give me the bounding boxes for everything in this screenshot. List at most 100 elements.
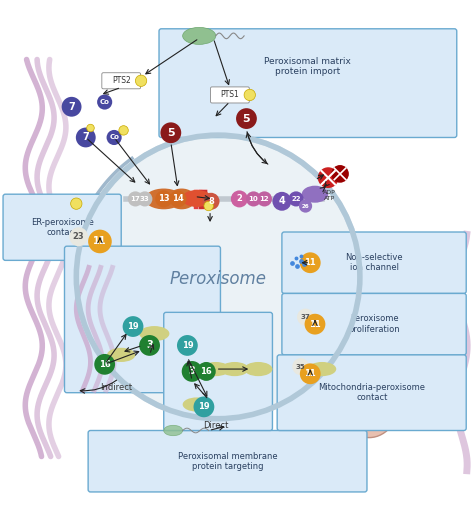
Circle shape — [69, 227, 88, 246]
Text: ER-peroxisome
contact: ER-peroxisome contact — [31, 218, 93, 237]
Circle shape — [137, 191, 153, 206]
Circle shape — [202, 193, 219, 210]
Text: ATP: ATP — [324, 197, 335, 201]
Ellipse shape — [182, 190, 212, 207]
Circle shape — [305, 314, 325, 334]
Ellipse shape — [139, 326, 169, 341]
Text: 7: 7 — [68, 102, 75, 112]
Circle shape — [87, 124, 94, 132]
Text: 17: 17 — [130, 196, 140, 202]
Ellipse shape — [201, 362, 230, 376]
Ellipse shape — [182, 27, 216, 44]
Circle shape — [160, 122, 181, 143]
Text: 11: 11 — [93, 236, 107, 247]
Text: 3: 3 — [189, 366, 195, 377]
Text: 23: 23 — [73, 232, 84, 241]
FancyBboxPatch shape — [88, 430, 367, 492]
Text: PTS1: PTS1 — [220, 90, 239, 100]
Circle shape — [289, 191, 304, 206]
Circle shape — [177, 335, 198, 356]
Circle shape — [155, 190, 172, 207]
Text: 13: 13 — [158, 195, 170, 203]
FancyBboxPatch shape — [210, 87, 249, 103]
Text: Indirect: Indirect — [100, 383, 133, 393]
Text: 3: 3 — [146, 341, 153, 350]
FancyBboxPatch shape — [164, 312, 273, 430]
Circle shape — [88, 230, 112, 253]
FancyBboxPatch shape — [282, 232, 466, 294]
Circle shape — [204, 201, 213, 211]
FancyBboxPatch shape — [277, 355, 466, 430]
FancyBboxPatch shape — [282, 294, 466, 355]
Circle shape — [273, 192, 292, 211]
Text: 8: 8 — [208, 197, 214, 206]
Text: Co: Co — [109, 135, 119, 140]
Ellipse shape — [145, 188, 182, 209]
Circle shape — [123, 316, 144, 337]
Text: 16: 16 — [99, 360, 110, 369]
Text: 35: 35 — [296, 364, 306, 369]
Text: PTS2: PTS2 — [112, 76, 130, 85]
Circle shape — [107, 130, 122, 145]
Circle shape — [71, 198, 82, 209]
Ellipse shape — [244, 362, 273, 376]
Circle shape — [193, 396, 214, 417]
Circle shape — [119, 126, 128, 135]
Text: 12: 12 — [260, 196, 269, 202]
Circle shape — [197, 362, 216, 381]
Circle shape — [76, 127, 96, 148]
Text: 22: 22 — [292, 196, 301, 202]
Ellipse shape — [348, 362, 391, 424]
Circle shape — [169, 190, 186, 207]
Text: 19: 19 — [127, 322, 139, 331]
Text: Non-selective
ion channel: Non-selective ion channel — [345, 253, 403, 272]
Circle shape — [331, 165, 349, 183]
Circle shape — [297, 309, 314, 326]
Text: 11: 11 — [309, 320, 321, 329]
Text: Direct: Direct — [203, 421, 228, 430]
FancyBboxPatch shape — [64, 246, 220, 393]
Circle shape — [246, 191, 261, 206]
Ellipse shape — [336, 348, 402, 438]
Circle shape — [62, 97, 82, 117]
Circle shape — [300, 252, 320, 273]
Text: 37: 37 — [301, 314, 310, 320]
Text: 11: 11 — [304, 258, 316, 267]
Text: 4: 4 — [279, 196, 285, 206]
Circle shape — [97, 94, 112, 109]
Text: Peroxisome: Peroxisome — [170, 270, 266, 288]
Text: Peroxisome
proliferation: Peroxisome proliferation — [348, 314, 400, 334]
FancyBboxPatch shape — [159, 29, 457, 137]
Text: Peroxisomal matrix
protein import: Peroxisomal matrix protein import — [264, 57, 351, 76]
FancyBboxPatch shape — [198, 189, 208, 209]
Circle shape — [318, 167, 338, 188]
Circle shape — [236, 108, 257, 129]
Circle shape — [244, 89, 255, 101]
FancyBboxPatch shape — [193, 189, 203, 209]
Ellipse shape — [182, 397, 211, 412]
Circle shape — [257, 191, 272, 206]
Circle shape — [128, 191, 143, 206]
Ellipse shape — [164, 425, 182, 436]
Text: 5: 5 — [167, 128, 174, 138]
Text: 14: 14 — [172, 195, 184, 203]
Circle shape — [139, 335, 160, 356]
FancyBboxPatch shape — [102, 73, 141, 89]
Text: 5: 5 — [243, 114, 250, 123]
Text: 19: 19 — [182, 341, 193, 350]
Text: Co: Co — [100, 99, 109, 105]
Text: 33: 33 — [140, 196, 150, 202]
Circle shape — [292, 358, 310, 375]
Text: 11: 11 — [304, 369, 316, 378]
Circle shape — [136, 75, 147, 87]
Text: 7: 7 — [82, 133, 89, 142]
Circle shape — [76, 135, 360, 418]
Text: ADP: ADP — [323, 190, 336, 195]
Text: 26: 26 — [302, 203, 310, 208]
Ellipse shape — [308, 362, 336, 376]
Ellipse shape — [220, 362, 249, 376]
Text: Mitochondria-peroxisome
contact: Mitochondria-peroxisome contact — [318, 383, 425, 402]
Text: 10: 10 — [249, 196, 258, 202]
Circle shape — [182, 361, 202, 382]
Text: 2: 2 — [237, 195, 242, 203]
